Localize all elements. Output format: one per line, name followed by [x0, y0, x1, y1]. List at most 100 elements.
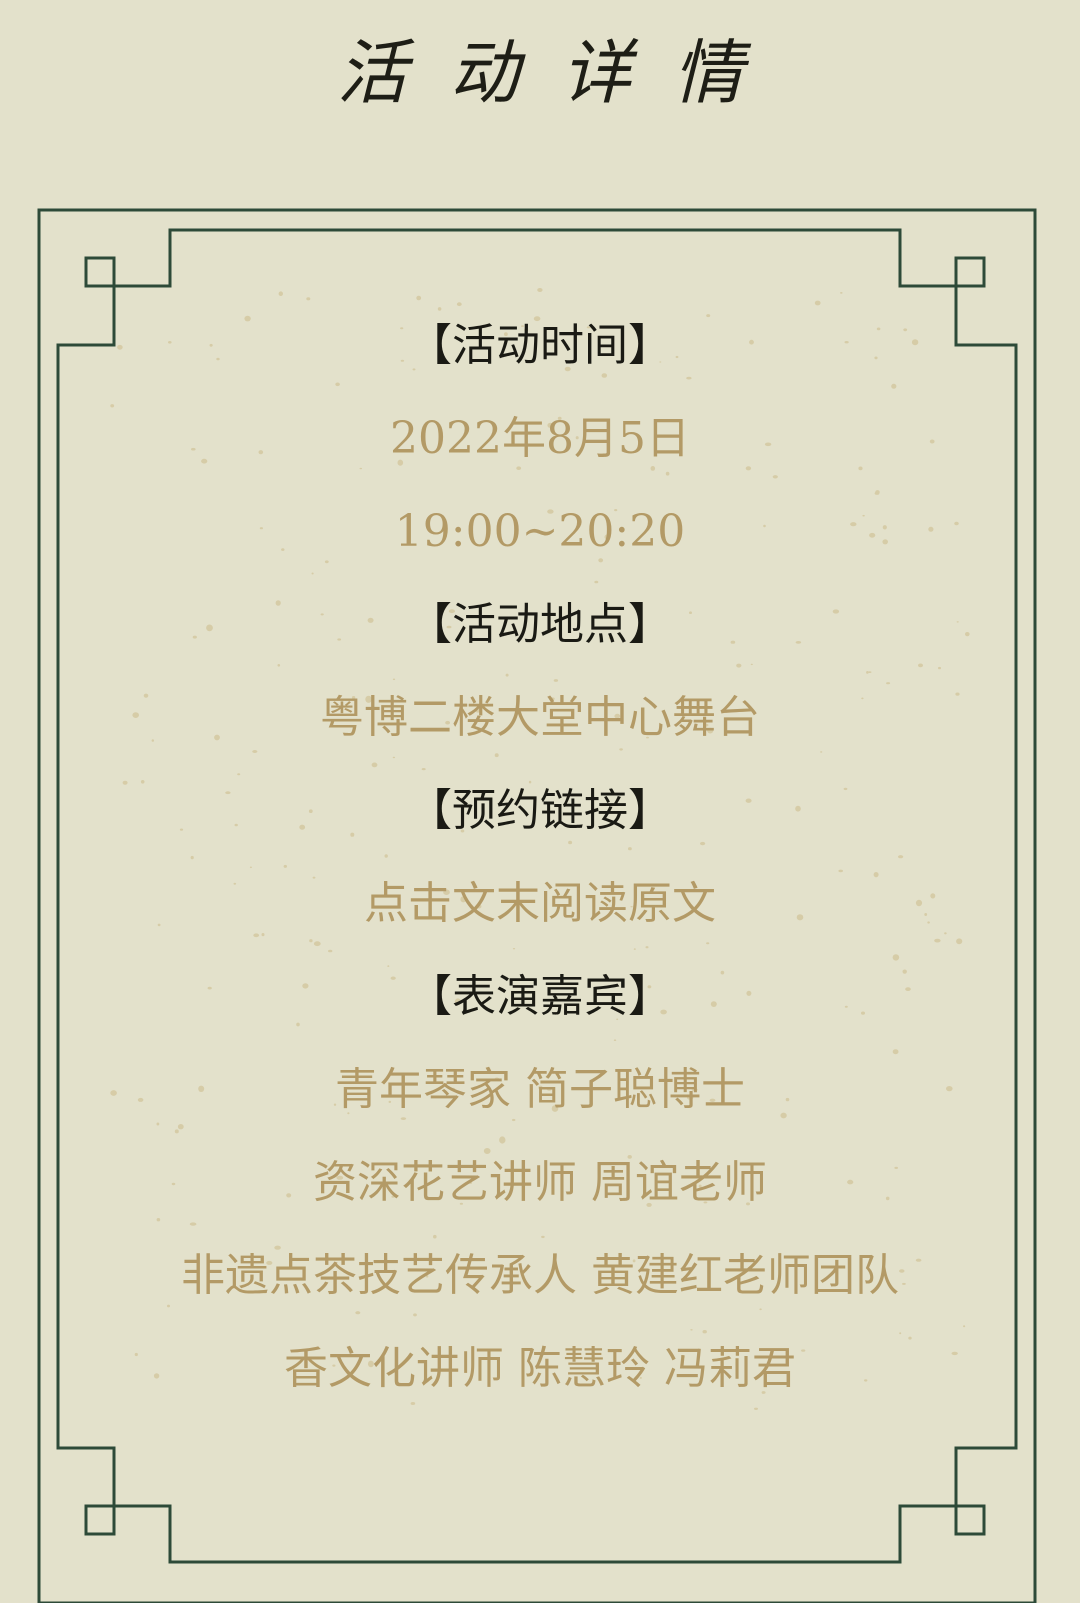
- speckle: [613, 1039, 617, 1041]
- speckle: [739, 1258, 743, 1262]
- speckle: [214, 734, 220, 741]
- speckle: [720, 970, 725, 975]
- speckle: [110, 1090, 117, 1096]
- speckle: [927, 921, 930, 924]
- speckle: [614, 509, 618, 512]
- speckle: [905, 987, 911, 991]
- time-heading: 【活动时间】: [408, 320, 672, 371]
- outer-border: [37, 208, 1037, 1603]
- speckle: [533, 316, 541, 322]
- speckle: [400, 1117, 407, 1120]
- speckle: [528, 780, 532, 784]
- speckle: [209, 343, 213, 347]
- speckle: [780, 1112, 787, 1119]
- speckle: [460, 896, 467, 903]
- speckle: [894, 1166, 898, 1169]
- speckle: [892, 1049, 899, 1055]
- speckle: [516, 466, 522, 471]
- speckle: [413, 1313, 417, 1317]
- speckle: [796, 914, 804, 921]
- speckle: [244, 315, 251, 322]
- speckle: [619, 748, 623, 751]
- speckle: [844, 1005, 848, 1008]
- speckle: [915, 899, 923, 907]
- speckle: [328, 949, 333, 953]
- speckle: [309, 939, 313, 943]
- speckle: [512, 948, 516, 950]
- speckle: [861, 1011, 865, 1015]
- speckle: [410, 1402, 416, 1405]
- speckle: [847, 1179, 854, 1185]
- speckle: [745, 466, 752, 471]
- speckle: [189, 1222, 197, 1226]
- speckle: [122, 780, 128, 785]
- guest-item: 香文化讲师 陈慧玲 冯莉君: [284, 1343, 796, 1394]
- speckle: [557, 416, 562, 420]
- speckle: [646, 1202, 652, 1207]
- speckle: [703, 1201, 708, 1204]
- speckle: [371, 762, 378, 768]
- speckle: [698, 1184, 702, 1188]
- speckle: [627, 1155, 632, 1159]
- speckle: [702, 1330, 707, 1334]
- speckle: [954, 521, 959, 526]
- speckle: [646, 736, 649, 739]
- speckle: [908, 1336, 912, 1340]
- speckle: [586, 326, 591, 329]
- speckle: [384, 854, 388, 858]
- speckle: [665, 471, 670, 476]
- speckle: [286, 1193, 292, 1198]
- speckle: [843, 787, 848, 791]
- speckle: [746, 1202, 750, 1206]
- speckle: [174, 1129, 179, 1134]
- speckle: [537, 288, 543, 292]
- booking-link-text[interactable]: 点击文末阅读原文: [364, 878, 716, 929]
- speckle: [237, 773, 241, 776]
- speckle: [143, 693, 149, 698]
- speckle: [633, 948, 636, 950]
- speckle: [392, 678, 396, 681]
- speckle: [355, 1311, 361, 1315]
- speckle: [647, 985, 652, 989]
- speckle: [201, 458, 208, 464]
- speckle: [249, 866, 252, 869]
- speckle: [451, 1087, 456, 1091]
- speckle: [266, 1260, 273, 1265]
- speckle: [928, 526, 934, 532]
- speckle: [336, 1175, 344, 1180]
- speckle: [691, 1088, 698, 1092]
- speckle: [785, 1097, 790, 1102]
- speckle: [568, 840, 573, 845]
- speckle: [682, 1355, 685, 1358]
- speckle: [156, 1218, 161, 1222]
- speckle: [934, 938, 941, 943]
- speckle: [132, 712, 139, 718]
- speckle: [346, 1174, 349, 1177]
- speckle: [882, 539, 888, 545]
- speckle: [944, 932, 947, 935]
- speckle: [675, 355, 679, 359]
- speckle: [524, 327, 529, 332]
- speckle: [302, 983, 309, 989]
- speckle: [746, 990, 752, 996]
- speckle: [703, 723, 709, 727]
- speckle-texture: [110, 288, 970, 1411]
- speckle: [902, 1282, 906, 1285]
- speckle: [446, 625, 452, 629]
- speckle: [899, 1332, 902, 1335]
- speckle: [359, 467, 363, 470]
- speckle: [351, 696, 356, 699]
- speckle: [547, 509, 554, 514]
- speckle: [898, 855, 904, 859]
- speckle: [547, 422, 554, 428]
- speckle: [873, 872, 879, 878]
- speckle: [956, 621, 959, 623]
- inner-border: [56, 228, 1018, 1564]
- guest-item: 资深花艺讲师 周谊老师: [313, 1157, 767, 1208]
- speckle: [814, 300, 821, 306]
- speckle: [474, 708, 482, 713]
- speckle: [400, 359, 405, 362]
- speckle: [445, 720, 450, 725]
- speckle: [347, 1112, 350, 1115]
- speckle: [874, 356, 878, 360]
